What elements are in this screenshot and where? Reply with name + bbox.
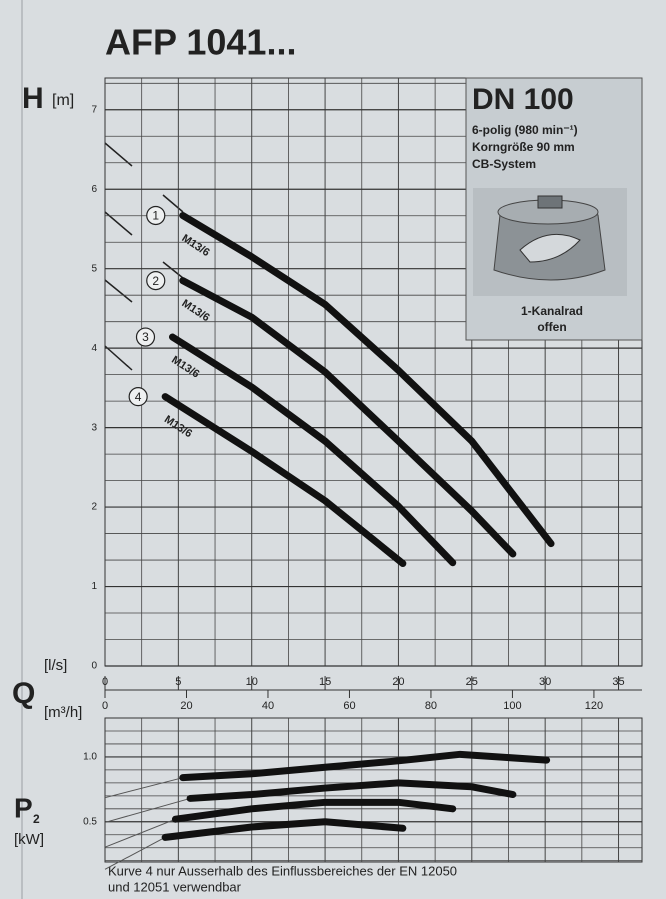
impeller-image — [473, 188, 627, 296]
y-tick-label: 6 — [91, 184, 97, 195]
y-axis-label: P — [14, 792, 33, 823]
y-tick-label: 5 — [91, 263, 97, 274]
y-tick-label: 0 — [91, 661, 97, 672]
y-tick-label: 1.0 — [83, 752, 97, 763]
x2-tick-label: 20 — [180, 700, 192, 712]
info-title: DN 100 — [472, 83, 574, 116]
x-tick-label: 25 — [466, 676, 478, 688]
legend-label: 4 — [135, 390, 142, 404]
info-line: Korngröße 90 mm — [472, 140, 575, 154]
x2-tick-label: 40 — [262, 700, 274, 712]
y-axis-unit: [m] — [52, 92, 74, 109]
x-tick-label: 30 — [539, 676, 551, 688]
info-caption: 1-Kanalrad — [521, 304, 583, 318]
info-box: DN 100 6-polig (980 min⁻¹) Korngröße 90 … — [466, 78, 642, 340]
info-line: 6-polig (980 min⁻¹) — [472, 123, 578, 137]
y-tick-label: 2 — [91, 502, 97, 513]
x2-axis-unit: [m³/h] — [44, 704, 82, 721]
y-axis-label-sub: 2 — [33, 812, 40, 826]
footnote: und 12051 verwendbar — [108, 879, 242, 894]
legend-label: 1 — [152, 209, 159, 223]
footnote: Kurve 4 nur Ausserhalb des Einflussberei… — [108, 863, 457, 878]
y-axis-unit: [kW] — [14, 831, 44, 848]
x-tick-label: 35 — [612, 676, 624, 688]
y-tick-label: 0.5 — [83, 816, 97, 827]
legend-label: 3 — [142, 330, 149, 344]
y-tick-label: 4 — [91, 343, 97, 354]
legend-label: 2 — [152, 274, 159, 288]
x2-tick-label: 80 — [425, 700, 437, 712]
chart: AFP 1041... H [m] Q [l/s] [m³/h] P 2 [kW… — [0, 0, 666, 899]
x-axis-label: Q — [12, 677, 35, 710]
x-tick-label: 15 — [319, 676, 331, 688]
y-tick-label: 3 — [91, 422, 97, 433]
x2-tick-label: 0 — [102, 700, 108, 712]
y-tick-label: 1 — [91, 581, 97, 592]
info-caption: offen — [537, 320, 566, 334]
chart-title: AFP 1041... — [105, 22, 296, 63]
x2-tick-label: 120 — [585, 700, 603, 712]
info-line: CB-System — [472, 157, 536, 171]
x2-tick-label: 100 — [503, 700, 521, 712]
x-tick-label: 0 — [102, 676, 108, 688]
x-tick-label: 5 — [175, 676, 181, 688]
x-tick-label: 20 — [392, 676, 404, 688]
x-tick-label: 10 — [246, 676, 258, 688]
x2-tick-label: 60 — [343, 700, 355, 712]
y-tick-label: 7 — [91, 104, 97, 115]
x-axis-unit: [l/s] — [44, 657, 67, 674]
y-axis-label: H — [22, 82, 44, 115]
